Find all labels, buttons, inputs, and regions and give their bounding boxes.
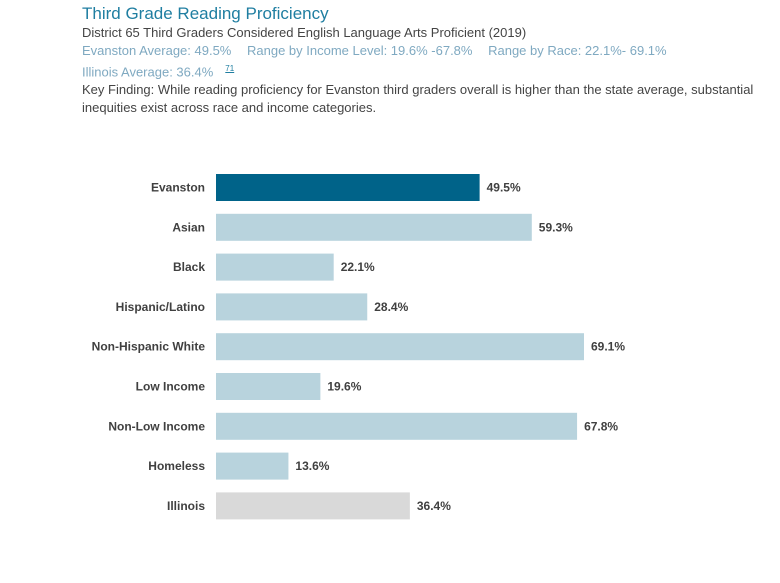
category-label: Illinois	[167, 499, 205, 513]
category-label: Asian	[172, 220, 205, 234]
chart-title: Third Grade Reading Proficiency	[82, 4, 329, 23]
category-label: Hispanic/Latino	[116, 300, 205, 314]
category-label: Low Income	[136, 380, 206, 394]
illinois-average-row: Illinois Average: 36.4% 71	[82, 60, 762, 81]
bar-non-low-income	[216, 412, 578, 440]
key-finding: Key Finding: While reading proficiency f…	[82, 82, 754, 116]
value-label: 36.4%	[417, 499, 451, 513]
bar-evanston	[216, 174, 480, 201]
evanston-average: Evanston Average: 49.5%	[82, 43, 232, 58]
value-label: 22.1%	[341, 260, 375, 274]
category-label: Evanston	[151, 181, 205, 195]
bar-homeless	[216, 452, 289, 480]
range-by-race: Range by Race: 22.1%- 69.1%	[488, 43, 667, 58]
illinois-average: Illinois Average: 36.4%	[82, 64, 214, 80]
bar-asian	[216, 213, 532, 241]
bar-hispanic-latino	[216, 293, 368, 321]
category-label: Non-Hispanic White	[92, 340, 206, 354]
value-label: 69.1%	[591, 340, 625, 354]
chart-header: Third Grade Reading Proficiency District…	[82, 4, 762, 117]
value-label: 67.8%	[584, 419, 618, 433]
bar-black	[216, 253, 334, 281]
value-label: 13.6%	[295, 459, 329, 473]
stats-row: Evanston Average: 49.5% Range by Income …	[82, 42, 762, 60]
bar-illinois	[216, 492, 410, 520]
value-label: 59.3%	[539, 220, 573, 234]
value-label: 19.6%	[327, 380, 361, 394]
footnote-link[interactable]: 71	[225, 64, 235, 73]
value-label: 28.4%	[374, 300, 408, 314]
bar-chart: Evanston 49.5% Asian 59.3% Black 22.1% Hispani…	[92, 174, 625, 520]
category-label: Non-Low Income	[108, 419, 205, 433]
category-label: Homeless	[148, 459, 205, 473]
range-by-income: Range by Income Level: 19.6% -67.8%	[247, 43, 473, 58]
category-label: Black	[173, 260, 205, 274]
bar-non-hispanic-white	[216, 333, 584, 361]
value-label: 49.5%	[487, 181, 521, 195]
bar-low-income	[216, 373, 321, 400]
chart-subtitle: District 65 Third Graders Considered Eng…	[82, 25, 527, 40]
